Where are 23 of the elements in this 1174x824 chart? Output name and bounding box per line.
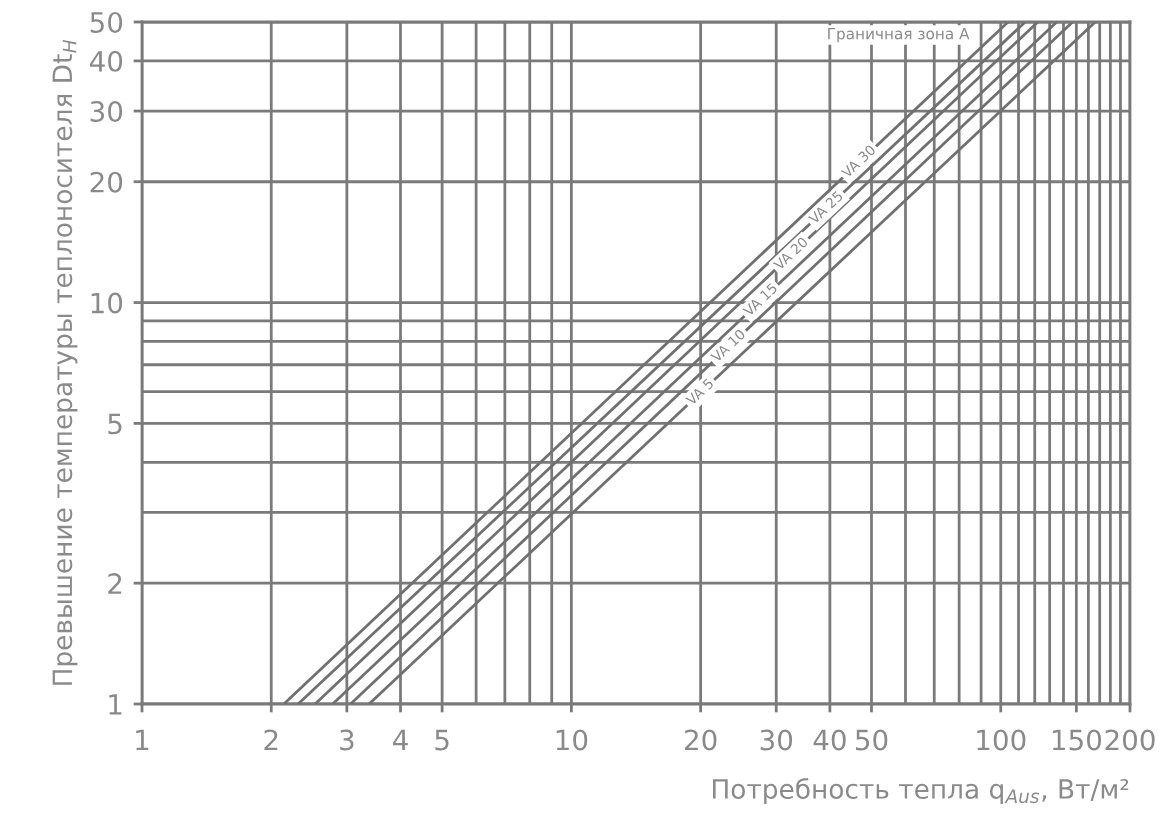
x-tick-label: 2 [264, 729, 278, 751]
y-tick-label: 30 [90, 100, 123, 122]
x-tick-label: 100 [977, 729, 1026, 751]
x-tick-label: 40 [813, 729, 846, 751]
x-tick-label: 150 [1052, 729, 1102, 751]
x-tick-label: 200 [1105, 729, 1155, 751]
x-tick-label: 3 [340, 729, 354, 751]
y-tick-label: 40 [89, 50, 123, 72]
y-tick-label: 2 [108, 573, 122, 594]
x-tick-label: 50 [855, 729, 888, 751]
x-axis-title: Потребность тепла q$_{Aus}$, Вт/м² [713, 778, 1129, 805]
y-tick-label: 10 [91, 292, 123, 314]
x-tick-label: 4 [393, 729, 408, 751]
x-tick-label: 5 [435, 729, 449, 751]
y-tick-label: 5 [108, 413, 122, 435]
x-tick-label: 20 [684, 729, 717, 751]
y-tick-label: 1 [109, 694, 122, 715]
y-axis-title: Превышение температуры теплоносителя Dt$_{H}$ [52, 39, 78, 685]
y-tick-label: 50 [90, 11, 123, 33]
x-tick-label: 1 [136, 729, 149, 751]
x-tick-label: 10 [556, 729, 588, 751]
y-tick-label: 20 [90, 171, 123, 193]
x-tick-label: 30 [760, 729, 793, 751]
